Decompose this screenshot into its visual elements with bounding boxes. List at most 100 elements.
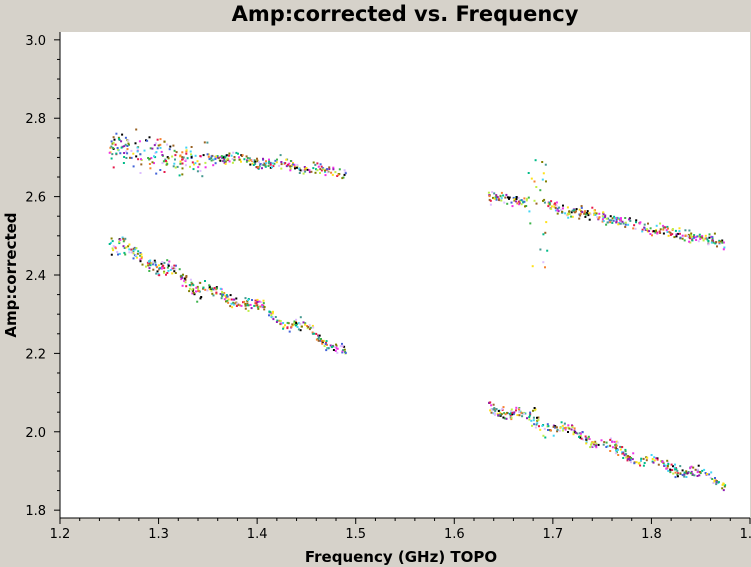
data-point bbox=[315, 338, 318, 341]
data-point bbox=[584, 435, 587, 438]
data-point bbox=[491, 191, 494, 194]
data-point bbox=[552, 425, 555, 428]
data-point bbox=[270, 315, 273, 318]
data-point bbox=[617, 223, 620, 226]
data-point bbox=[220, 155, 223, 158]
data-point bbox=[262, 299, 265, 302]
data-point bbox=[298, 167, 301, 170]
data-point bbox=[724, 484, 727, 487]
data-point bbox=[190, 154, 193, 157]
data-point bbox=[570, 428, 573, 431]
data-point bbox=[715, 483, 718, 486]
data-point bbox=[681, 469, 684, 472]
data-point bbox=[515, 200, 517, 203]
data-point bbox=[580, 205, 583, 208]
data-point bbox=[520, 203, 523, 206]
data-point bbox=[335, 344, 338, 347]
data-point bbox=[715, 241, 718, 244]
data-point bbox=[132, 249, 135, 252]
data-point bbox=[232, 303, 235, 306]
data-point bbox=[174, 267, 177, 270]
data-point bbox=[199, 297, 202, 300]
data-point bbox=[708, 236, 711, 239]
data-point bbox=[332, 166, 335, 169]
data-point bbox=[628, 217, 631, 220]
data-point bbox=[681, 234, 684, 237]
data-point bbox=[570, 211, 573, 214]
data-point bbox=[723, 485, 726, 488]
data-point bbox=[588, 218, 591, 221]
data-point bbox=[161, 261, 164, 263]
data-point bbox=[687, 233, 690, 236]
data-point bbox=[674, 468, 677, 471]
data-point bbox=[157, 264, 160, 267]
data-point bbox=[156, 147, 159, 150]
data-point bbox=[326, 168, 329, 171]
data-point bbox=[597, 443, 600, 446]
data-point bbox=[322, 339, 325, 342]
data-point bbox=[169, 269, 172, 271]
data-point bbox=[166, 266, 169, 269]
data-point bbox=[112, 245, 115, 248]
data-point bbox=[173, 264, 176, 267]
data-point bbox=[583, 212, 586, 215]
data-point bbox=[225, 300, 227, 303]
data-point bbox=[293, 320, 296, 323]
data-point bbox=[326, 343, 328, 346]
data-point bbox=[674, 229, 677, 232]
axes-layer: 1.2 1.3 1.4 1.5 1.6 1.7 1.8 1.9 1.8 2.0 2.2 2.4 2.6 2… bbox=[25, 32, 751, 542]
data-point bbox=[320, 169, 323, 172]
data-point bbox=[325, 341, 327, 344]
data-point bbox=[117, 253, 119, 256]
data-point bbox=[707, 240, 710, 242]
data-point bbox=[324, 171, 326, 173]
data-point bbox=[124, 136, 127, 139]
data-point bbox=[714, 479, 717, 482]
data-point bbox=[710, 241, 713, 244]
data-point bbox=[495, 195, 498, 198]
data-point bbox=[672, 465, 674, 468]
data-point bbox=[163, 140, 166, 143]
data-point bbox=[520, 199, 523, 202]
data-point bbox=[203, 141, 206, 144]
data-point bbox=[159, 143, 162, 146]
data-point bbox=[304, 323, 307, 326]
data-point bbox=[247, 299, 250, 302]
data-point bbox=[139, 153, 142, 156]
data-point bbox=[609, 438, 612, 441]
data-point bbox=[616, 448, 619, 451]
data-point bbox=[611, 446, 614, 449]
data-point bbox=[695, 239, 698, 241]
data-point bbox=[679, 472, 682, 475]
data-point bbox=[655, 224, 658, 227]
data-point bbox=[533, 199, 536, 202]
data-point bbox=[649, 227, 652, 230]
data-point bbox=[226, 299, 229, 302]
data-point bbox=[712, 241, 715, 244]
data-point bbox=[601, 220, 604, 223]
data-point bbox=[573, 427, 576, 430]
data-point bbox=[718, 239, 721, 242]
data-point bbox=[588, 438, 591, 441]
data-point bbox=[315, 332, 318, 335]
data-point bbox=[253, 159, 256, 162]
data-point bbox=[674, 471, 677, 474]
data-point bbox=[519, 199, 522, 202]
data-point bbox=[316, 162, 319, 165]
data-point bbox=[244, 307, 247, 310]
data-point bbox=[578, 217, 581, 220]
data-point bbox=[247, 309, 250, 312]
data-point bbox=[675, 467, 677, 470]
data-point bbox=[519, 201, 521, 204]
data-point bbox=[243, 158, 246, 161]
data-point bbox=[580, 210, 583, 213]
data-point bbox=[631, 458, 634, 461]
data-point bbox=[530, 419, 533, 422]
data-point bbox=[228, 154, 230, 157]
data-point bbox=[698, 474, 701, 477]
data-point bbox=[202, 286, 205, 289]
data-point bbox=[272, 165, 275, 168]
data-point bbox=[185, 276, 188, 279]
data-point bbox=[185, 275, 188, 277]
data-point bbox=[662, 232, 665, 235]
